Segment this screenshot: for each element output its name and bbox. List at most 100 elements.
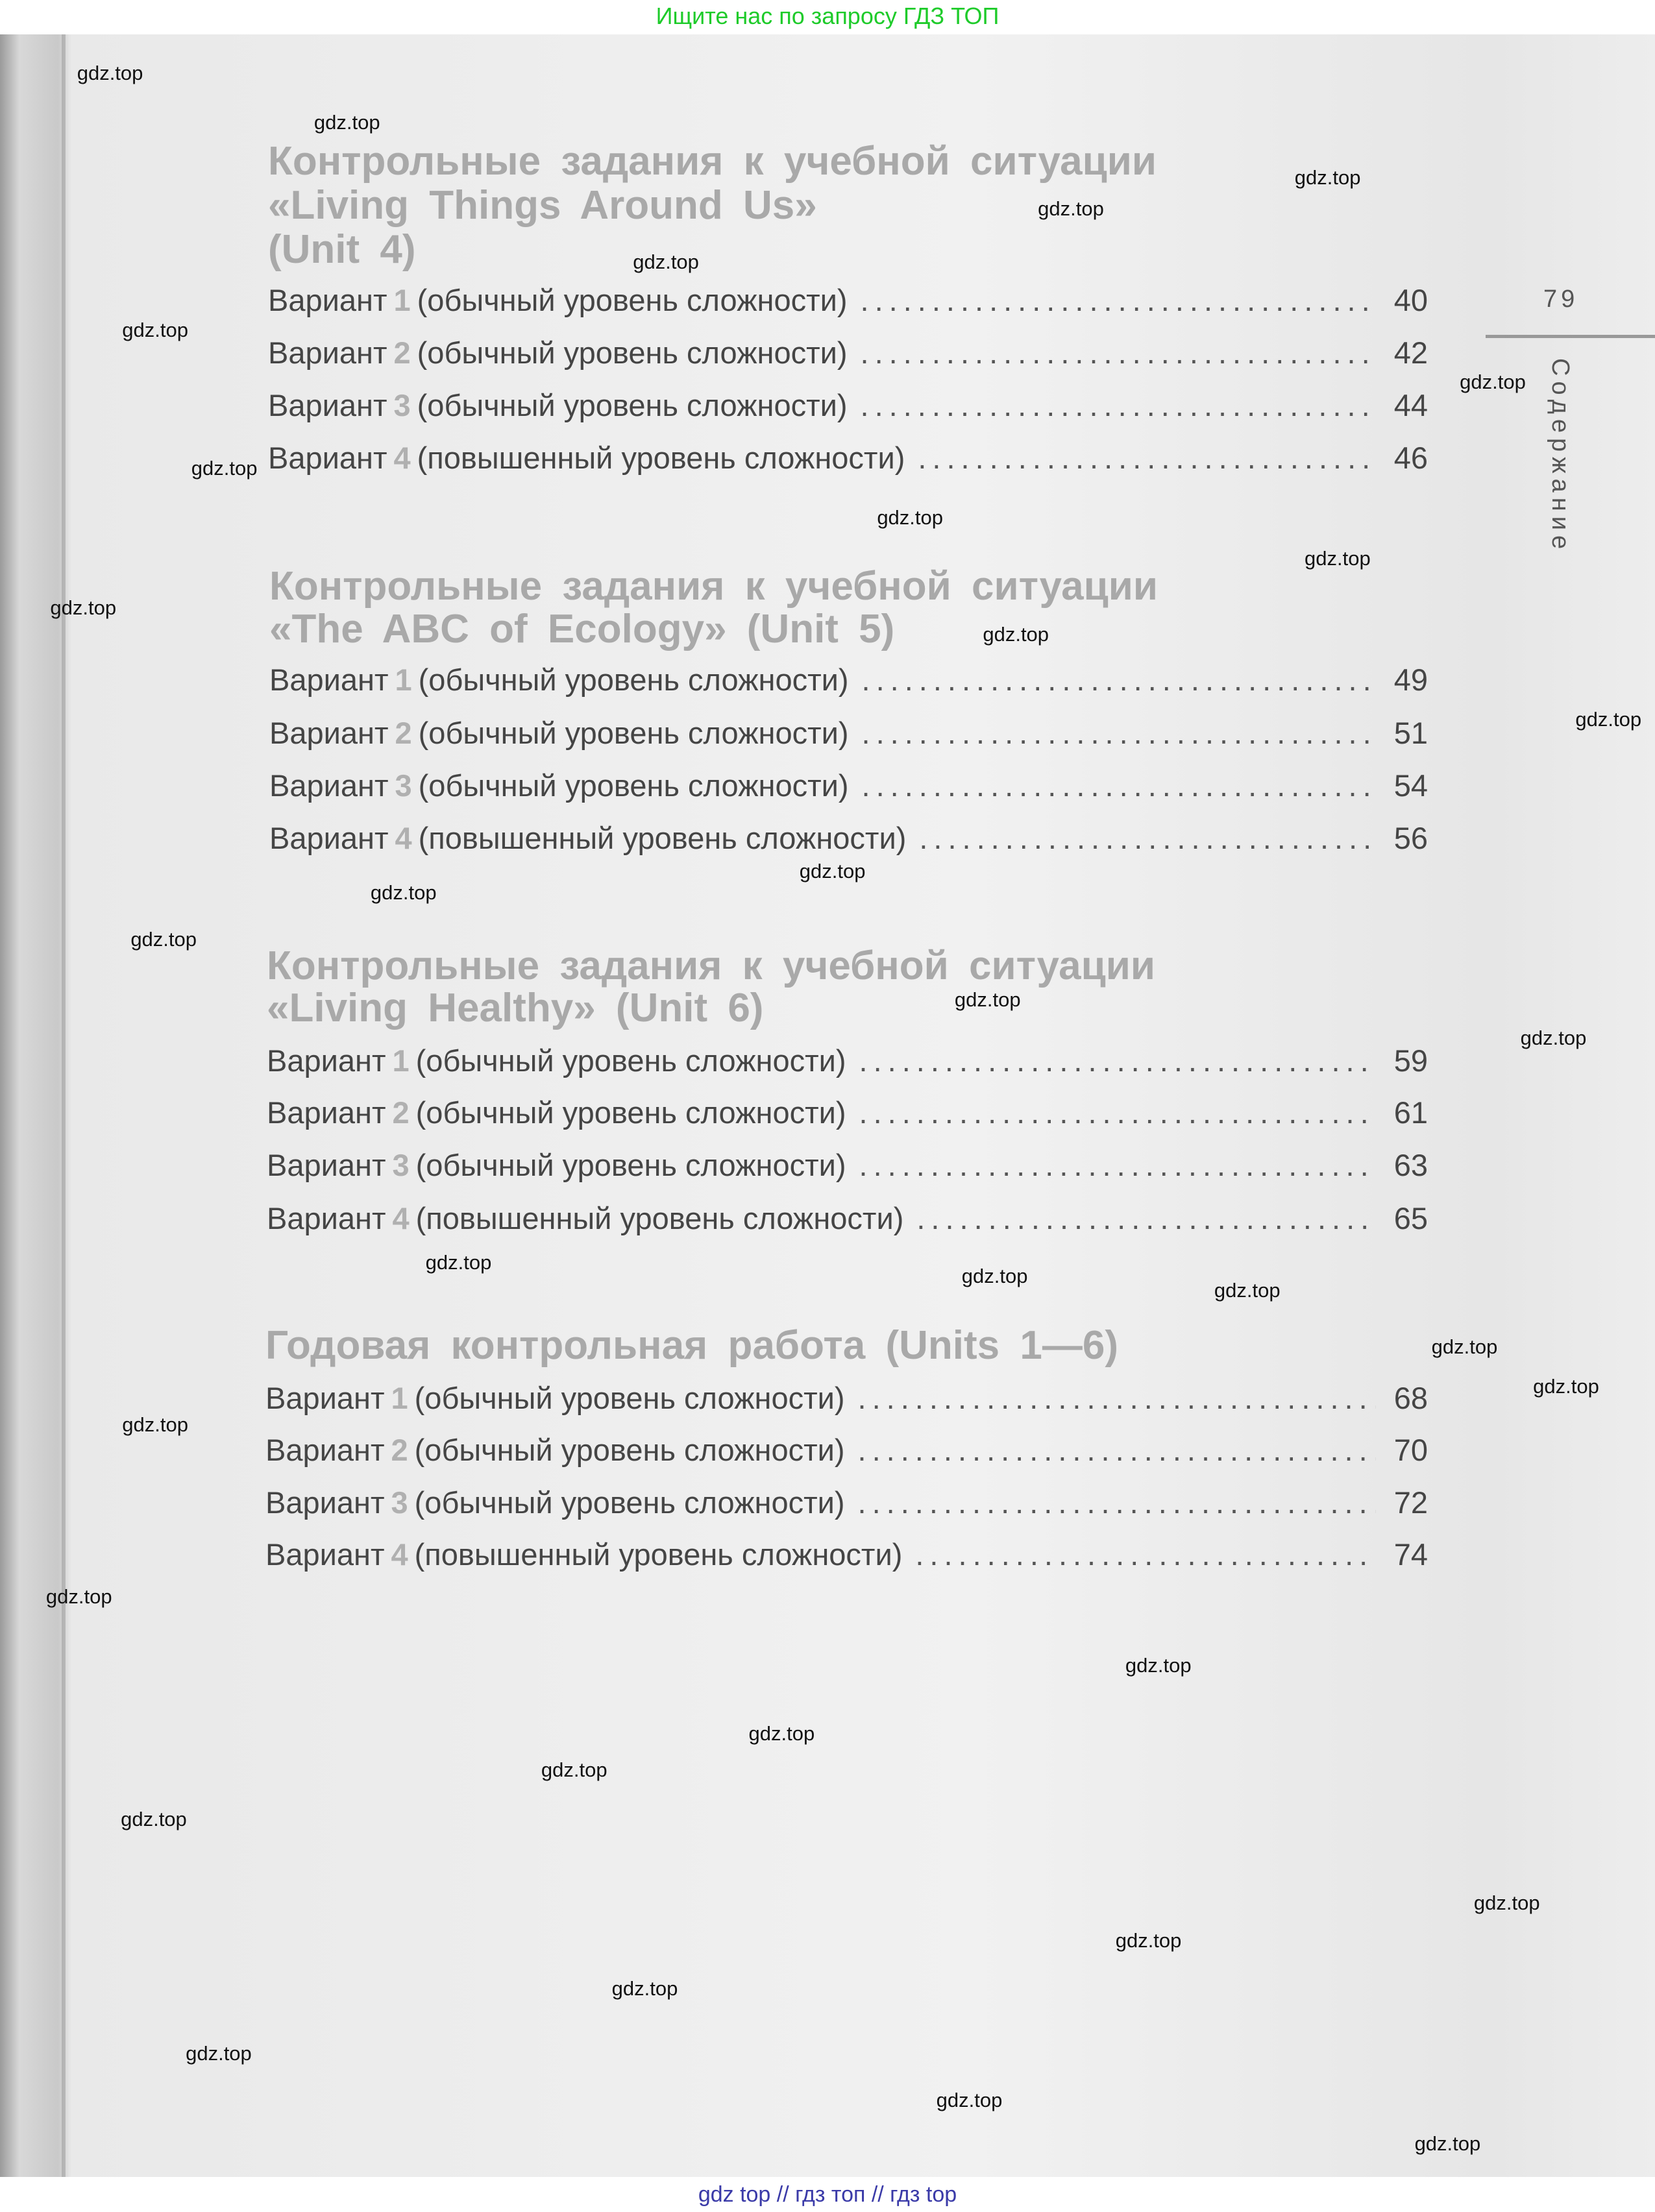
dot-leader: ........................................… — [861, 662, 1376, 697]
entry-title: (обычный уровень сложности) — [417, 388, 848, 422]
toc-entry[interactable]: Вариант 2 (обычный уровень сложности).....… — [268, 335, 1428, 371]
top-banner: Ищите нас по запросу ГДЗ ТОП — [0, 0, 1655, 34]
entry-variant-number: 1 — [391, 1381, 408, 1415]
entry-title: (обычный уровень сложности) — [418, 662, 849, 697]
watermark: gdz.top — [1575, 707, 1642, 731]
toc-entry[interactable]: Вариант 2 (обычный уровень сложности).....… — [269, 716, 1428, 751]
entry-prefix: Вариант — [269, 662, 389, 697]
toc-entry[interactable]: Вариант 3 (обычный уровень сложности).....… — [268, 388, 1428, 423]
watermark: gdz.top — [954, 988, 1021, 1012]
entry-page-number: 59 — [1393, 1043, 1428, 1078]
top-banner-text: Ищите нас по запросу ГДЗ ТОП — [656, 3, 999, 29]
toc-entry[interactable]: Вариант 1 (обычный уровень сложности).....… — [265, 1381, 1428, 1416]
toc-entry[interactable]: Вариант 3 (обычный уровень сложности).....… — [265, 1485, 1428, 1520]
entry-page-number: 72 — [1393, 1485, 1428, 1520]
entry-page-number: 51 — [1393, 716, 1428, 750]
entry-prefix: Вариант — [265, 1433, 385, 1467]
dot-leader: ........................................… — [861, 716, 1376, 750]
entry-page-number: 68 — [1393, 1381, 1428, 1415]
toc-entry[interactable]: Вариант 4 (повышенный уровень сложности)..… — [265, 1537, 1428, 1572]
dot-leader: ........................................… — [919, 821, 1376, 855]
section-heading: (Unit 4) — [268, 227, 416, 272]
section-heading: «Living Healthy» (Unit 6) — [267, 986, 764, 1030]
section-label: Содержание — [1547, 358, 1574, 555]
watermark: gdz.top — [313, 111, 380, 134]
entry-page-number: 61 — [1393, 1095, 1428, 1130]
entry-page-number: 56 — [1393, 821, 1428, 855]
entry-page-number: 44 — [1393, 388, 1428, 422]
dot-leader: ........................................… — [860, 388, 1376, 422]
entry-prefix: Вариант — [268, 335, 387, 370]
entry-title: (обычный уровень сложности) — [414, 1485, 845, 1520]
toc-entry[interactable]: Вариант 2 (обычный уровень сложности).....… — [265, 1433, 1428, 1468]
toc-entry[interactable]: Вариант 3 (обычный уровень сложности).....… — [269, 768, 1428, 803]
watermark: gdz.top — [877, 505, 944, 529]
watermark: gdz.top — [50, 596, 117, 619]
entry-variant-number: 1 — [395, 662, 412, 697]
dot-leader: ........................................… — [915, 1537, 1376, 1572]
dot-leader: ........................................… — [857, 1381, 1376, 1415]
entry-title: (обычный уровень сложности) — [417, 283, 848, 317]
bottom-banner-text: gdz top // гдз топ // гдз top — [698, 2182, 957, 2207]
entry-prefix: Вариант — [267, 1095, 386, 1130]
entry-title: (повышенный уровень сложности) — [414, 1537, 903, 1572]
entry-page-number: 70 — [1393, 1433, 1428, 1467]
toc-entry[interactable]: Вариант 3 (обычный уровень сложности).....… — [267, 1148, 1428, 1183]
entry-prefix: Вариант — [267, 1043, 386, 1078]
entry-variant-number: 4 — [395, 821, 412, 855]
toc-entry[interactable]: Вариант 4 (повышенный уровень сложности)..… — [267, 1201, 1428, 1236]
entry-title: (обычный уровень сложности) — [418, 768, 849, 803]
dot-leader: ........................................… — [857, 1433, 1376, 1467]
entry-prefix: Вариант — [269, 821, 389, 855]
toc-entry[interactable]: Вариант 1 (обычный уровень сложности).....… — [268, 283, 1428, 318]
watermark: gdz.top — [122, 1413, 188, 1436]
entry-prefix: Вариант — [265, 1537, 385, 1572]
entry-prefix: Вариант — [267, 1201, 386, 1235]
header-rule — [1486, 335, 1655, 338]
entry-page-number: 40 — [1393, 283, 1428, 317]
toc-entry[interactable]: Вариант 1 (обычный уровень сложности).....… — [269, 662, 1428, 698]
watermark: gdz.top — [799, 860, 866, 883]
entry-variant-number: 3 — [392, 1148, 410, 1182]
watermark: gdz.top — [1520, 1027, 1587, 1049]
watermark: gdz.top — [1473, 1891, 1540, 1914]
entry-variant-number: 2 — [393, 335, 411, 370]
dot-leader: ........................................… — [860, 283, 1376, 317]
entry-title: (повышенный уровень сложности) — [415, 1201, 904, 1235]
watermark: gdz.top — [425, 1250, 492, 1274]
watermark: gdz.top — [1460, 371, 1526, 394]
entry-page-number: 42 — [1393, 335, 1428, 370]
watermark: gdz.top — [1125, 1654, 1192, 1677]
dot-leader: ........................................… — [860, 335, 1376, 370]
watermark: gdz.top — [370, 881, 437, 905]
entry-prefix: Вариант — [268, 441, 387, 475]
dot-leader: ........................................… — [916, 1201, 1376, 1235]
watermark: gdz.top — [1414, 2132, 1481, 2156]
dot-leader: ........................................… — [861, 768, 1376, 803]
section-heading: Контрольные задания к учебной ситуации — [267, 943, 1155, 988]
entry-title: (обычный уровень сложности) — [418, 716, 849, 750]
watermark: gdz.top — [1038, 197, 1104, 220]
entry-title: (обычный уровень сложности) — [415, 1095, 846, 1130]
watermark: gdz.top — [1431, 1335, 1498, 1359]
page-spine — [62, 34, 66, 2177]
dot-leader: ........................................… — [859, 1148, 1376, 1182]
book-page — [0, 34, 1655, 2177]
dot-leader: ........................................… — [859, 1043, 1376, 1078]
entry-prefix: Вариант — [269, 768, 389, 803]
toc-entry[interactable]: Вариант 2 (обычный уровень сложности).....… — [267, 1095, 1428, 1130]
section-heading: «Living Things Around Us» — [268, 183, 817, 228]
watermark: gdz.top — [1533, 1374, 1599, 1398]
entry-title: (обычный уровень сложности) — [414, 1433, 845, 1467]
toc-entry[interactable]: Вариант 1 (обычный уровень сложности).....… — [267, 1043, 1428, 1078]
watermark: gdz.top — [1294, 165, 1361, 189]
bottom-banner: gdz top // гдз топ // гдз top — [0, 2177, 1655, 2212]
entry-title: (обычный уровень сложности) — [414, 1381, 845, 1415]
watermark: gdz.top — [77, 62, 143, 85]
toc-entry[interactable]: Вариант 4 (повышенный уровень сложности)..… — [268, 441, 1428, 476]
entry-title: (обычный уровень сложности) — [417, 335, 848, 370]
watermark: gdz.top — [961, 1265, 1028, 1288]
entry-variant-number: 3 — [395, 768, 412, 803]
section-heading: Годовая контрольная работа (Units 1—6) — [265, 1323, 1118, 1368]
toc-entry[interactable]: Вариант 4 (повышенный уровень сложности)..… — [269, 821, 1428, 856]
